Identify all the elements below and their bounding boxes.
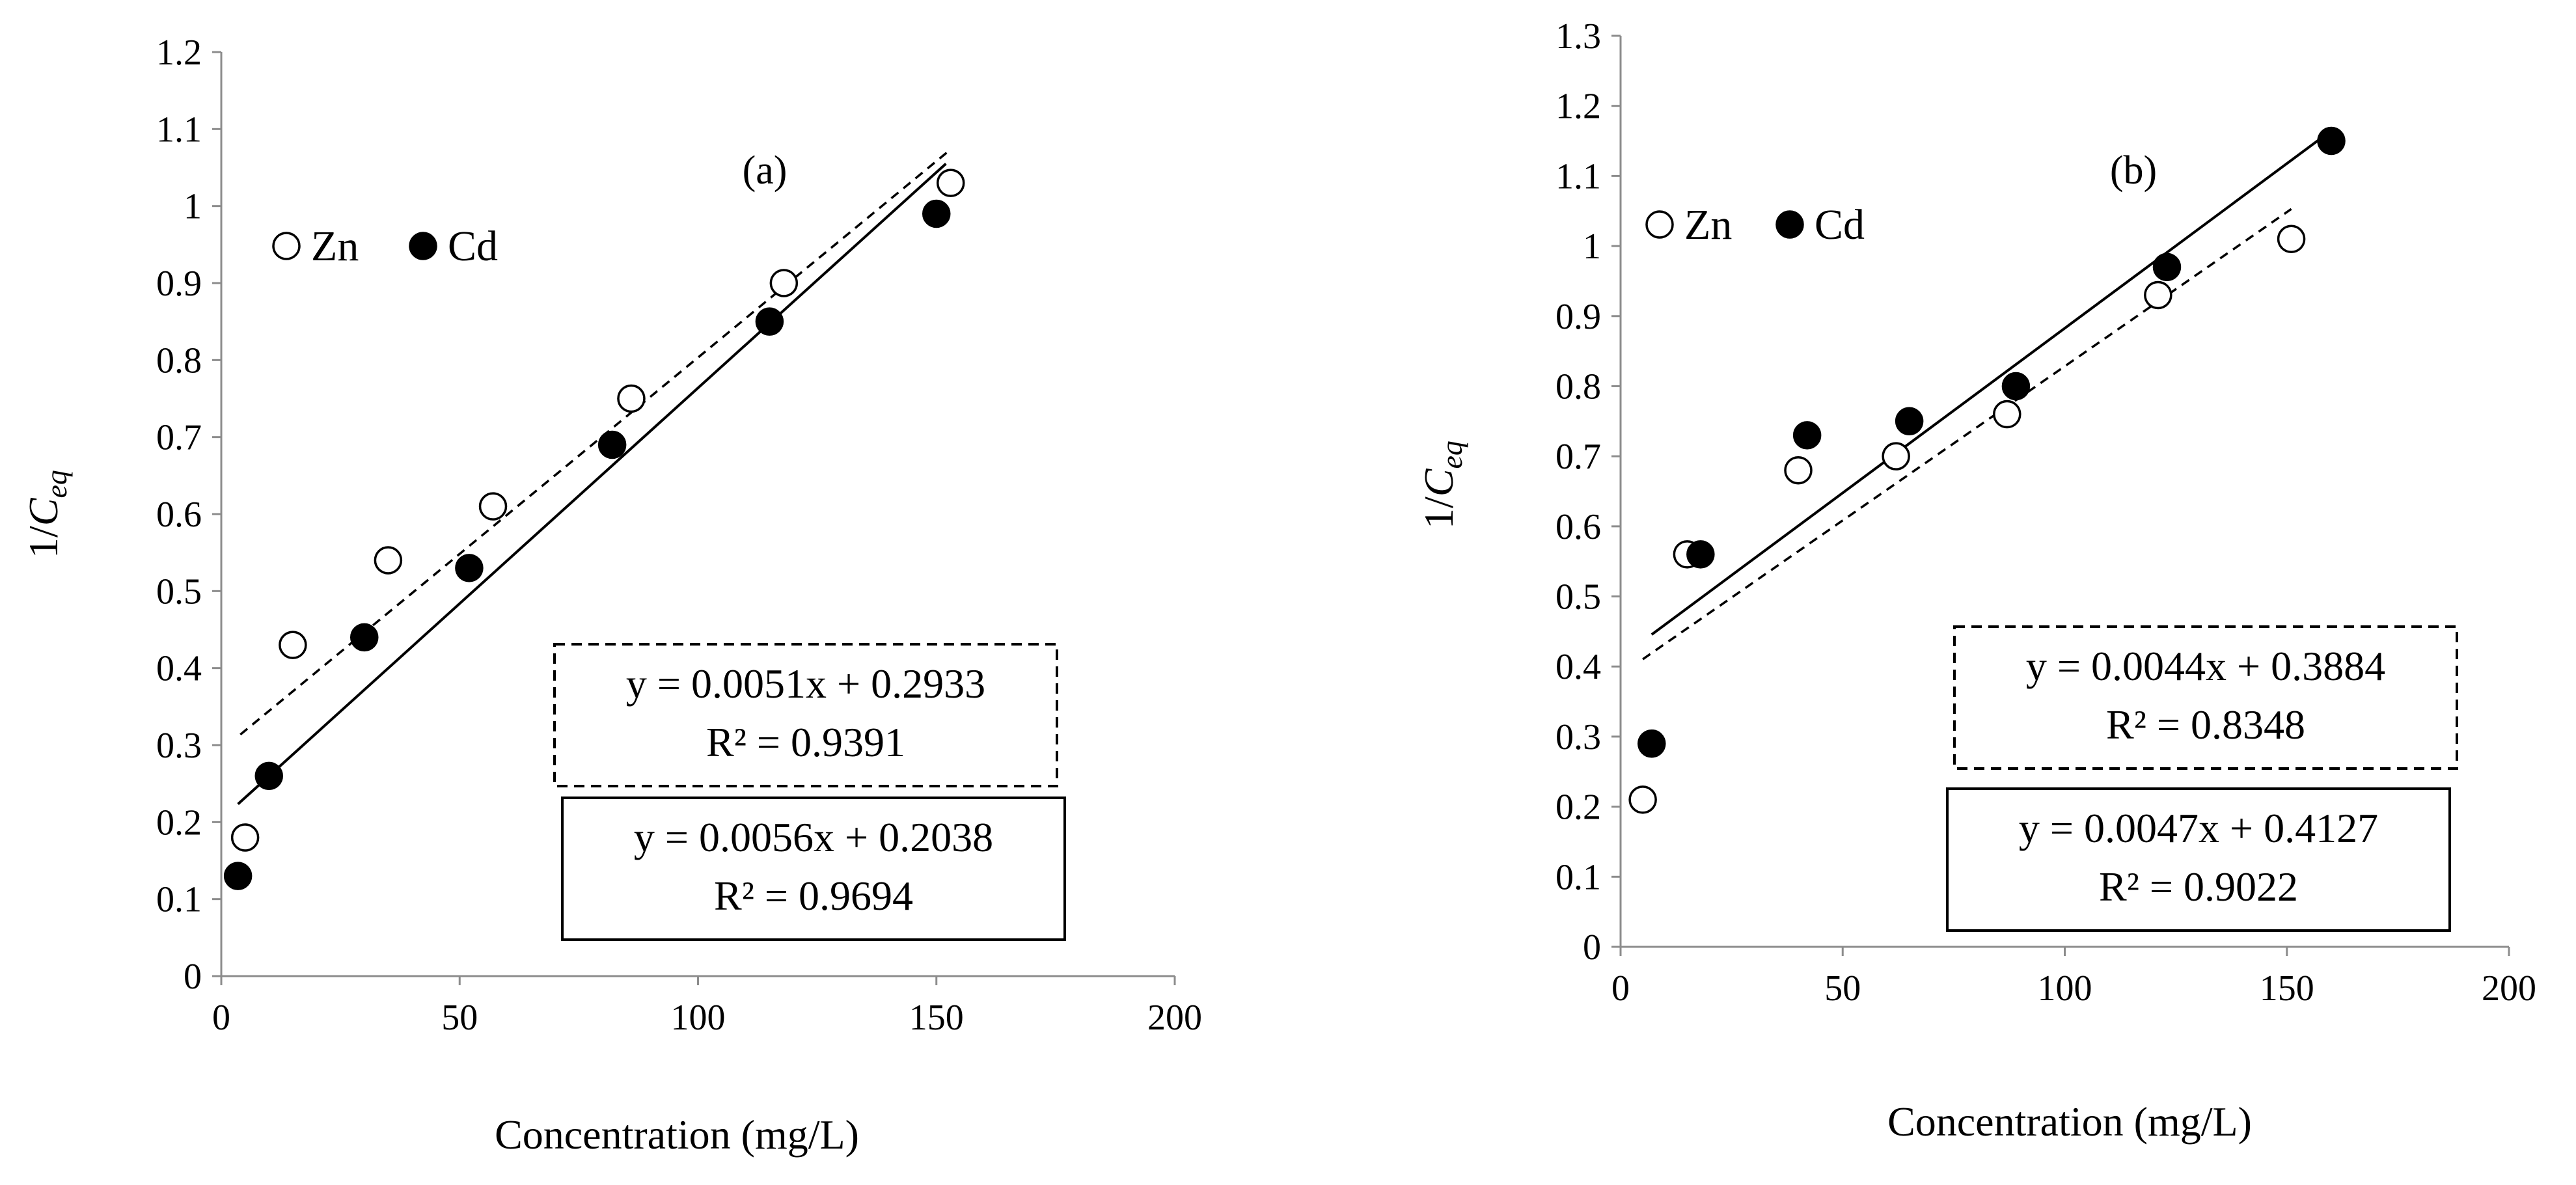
data-point-cd bbox=[597, 430, 627, 459]
panel-label: (b) bbox=[2110, 148, 2157, 193]
y-tick-label: 0 bbox=[1583, 927, 1601, 968]
data-point-cd bbox=[350, 623, 379, 652]
y-tick-label: 1.3 bbox=[1555, 16, 1601, 57]
x-tick-label: 50 bbox=[441, 998, 478, 1038]
trendline-equation-cd: y = 0.0047x + 0.4127 bbox=[2019, 805, 2378, 851]
equation-box-cd bbox=[561, 797, 1066, 941]
x-axis-title: Concentration (mg/L) bbox=[495, 1111, 859, 1158]
y-tick-label: 1.2 bbox=[1555, 87, 1601, 127]
data-point-cd bbox=[2317, 126, 2346, 156]
x-tick-label: 150 bbox=[909, 998, 964, 1038]
data-point-cd bbox=[1895, 407, 1924, 436]
data-point-zn bbox=[936, 169, 965, 197]
legend-marker-cd bbox=[1775, 210, 1804, 239]
y-tick-label: 0.2 bbox=[156, 802, 202, 843]
r-squared-cd: R² = 0.9694 bbox=[714, 873, 913, 919]
x-tick-label: 0 bbox=[1611, 968, 1630, 1009]
legend-marker-cd bbox=[409, 232, 437, 260]
data-point-cd bbox=[755, 307, 784, 336]
trendline-equation-zn: y = 0.0051x + 0.2933 bbox=[626, 661, 985, 707]
trendline-cd bbox=[1651, 129, 2333, 636]
data-point-zn bbox=[1628, 785, 1657, 814]
legend-label-zn: Zn bbox=[311, 223, 359, 270]
data-point-cd bbox=[1792, 421, 1822, 450]
y-tick-label: 0.4 bbox=[156, 649, 202, 689]
y-tick-label: 0.9 bbox=[156, 264, 202, 304]
x-tick-label: 150 bbox=[2260, 968, 2314, 1009]
equation-box-zn bbox=[1953, 625, 2458, 770]
y-tick-label: 0.8 bbox=[156, 340, 202, 381]
data-point-zn bbox=[374, 546, 403, 575]
legend-marker-zn bbox=[272, 232, 301, 260]
data-point-cd bbox=[1686, 540, 1715, 569]
y-tick-label: 0.9 bbox=[1555, 297, 1601, 337]
trendline-cd bbox=[237, 163, 947, 806]
data-point-cd bbox=[455, 554, 484, 582]
y-tick-label: 0 bbox=[184, 957, 202, 997]
y-tick-label: 0.2 bbox=[1555, 787, 1601, 828]
y-axis-title: 1/Ceq bbox=[1416, 441, 1468, 529]
y-tick-label: 0.6 bbox=[156, 495, 202, 535]
trendline-zn bbox=[240, 148, 952, 736]
y-tick-label: 0.4 bbox=[1555, 647, 1601, 687]
y-tick-label: 0.5 bbox=[1555, 577, 1601, 618]
chart-panel-a: 0 0.1 0.2 0.3 0.4 0.5 0.6 0.7 0.8 0.9 1 1.1 1.2 0 50 10… bbox=[20, 33, 1202, 1158]
y-tick-label: 1 bbox=[184, 187, 202, 227]
y-tick-label: 1 bbox=[1583, 226, 1601, 267]
legend-marker-zn bbox=[1645, 210, 1674, 239]
equation-box-zn bbox=[553, 643, 1058, 787]
x-axis-title: Concentration (mg/L) bbox=[1887, 1098, 2252, 1145]
y-tick-label: 0.8 bbox=[1555, 366, 1601, 407]
y-tick-label: 1.1 bbox=[1555, 156, 1601, 197]
data-point-zn bbox=[1882, 442, 1910, 470]
y-tick-label: 0.3 bbox=[156, 726, 202, 766]
y-tick-label: 0.3 bbox=[1555, 717, 1601, 757]
y-tick-label: 0.5 bbox=[156, 571, 202, 612]
r-squared-zn: R² = 0.8348 bbox=[2106, 701, 2305, 748]
r-squared-zn: R² = 0.9391 bbox=[706, 719, 905, 765]
y-tick-label: 0.7 bbox=[1555, 437, 1601, 477]
x-tick-label: 100 bbox=[671, 998, 726, 1038]
data-point-cd bbox=[2152, 252, 2182, 282]
x-tick-label: 200 bbox=[1147, 998, 1202, 1038]
data-point-zn bbox=[478, 492, 508, 521]
y-tick-label: 1.2 bbox=[156, 33, 202, 73]
data-point-cd bbox=[1637, 729, 1666, 758]
r-squared-cd: R² = 0.9022 bbox=[2099, 864, 2298, 910]
data-point-zn bbox=[230, 823, 260, 852]
y-tick-label: 1.1 bbox=[156, 109, 202, 150]
data-point-zn bbox=[617, 384, 646, 413]
panel-label: (a) bbox=[743, 148, 788, 193]
data-point-zn bbox=[2144, 280, 2172, 310]
legend-label-cd: Cd bbox=[1815, 201, 1865, 249]
data-point-zn bbox=[769, 269, 799, 297]
y-tick-label: 0.1 bbox=[1555, 857, 1601, 897]
x-tick-label: 0 bbox=[212, 998, 230, 1038]
trendline-zn bbox=[1642, 208, 2292, 661]
data-point-cd bbox=[922, 199, 951, 228]
y-tick-label: 0.6 bbox=[1555, 507, 1601, 547]
y-tick-label: 0.1 bbox=[156, 880, 202, 920]
y-axis-title: 1/Ceq bbox=[20, 470, 73, 558]
equation-box-cd bbox=[1946, 787, 2451, 932]
legend-label-zn: Zn bbox=[1684, 201, 1732, 249]
data-point-zn bbox=[2277, 225, 2306, 254]
x-tick-label: 200 bbox=[2482, 968, 2536, 1009]
data-point-zn bbox=[279, 631, 307, 659]
legend-label-cd: Cd bbox=[448, 223, 498, 270]
data-point-cd bbox=[223, 862, 253, 890]
trendline-equation-zn: y = 0.0044x + 0.3884 bbox=[2026, 643, 2385, 689]
x-tick-label: 50 bbox=[1824, 968, 1861, 1009]
data-point-zn bbox=[1993, 400, 2021, 429]
x-tick-label: 100 bbox=[2038, 968, 2092, 1009]
chart-panel-b: 0 0.1 0.2 0.3 0.4 0.5 0.6 0.7 0.8 0.9 1 1.1 1.2 1.3 0 5… bbox=[1416, 16, 2536, 1145]
y-tick-label: 0.7 bbox=[156, 418, 202, 458]
trendline-equation-cd: y = 0.0056x + 0.2038 bbox=[634, 814, 993, 860]
data-point-cd bbox=[254, 761, 283, 791]
data-point-zn bbox=[1784, 456, 1813, 485]
data-point-cd bbox=[2001, 372, 2031, 401]
